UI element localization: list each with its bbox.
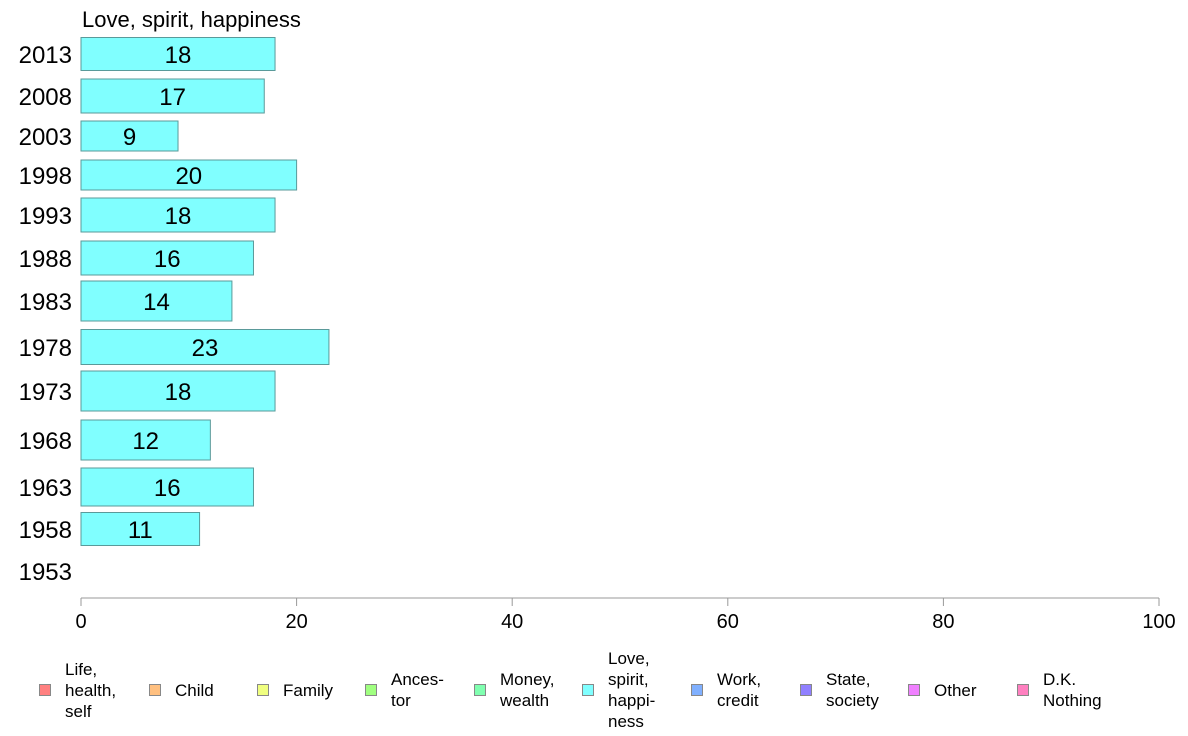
legend-label: D.K. Nothing bbox=[1043, 670, 1102, 710]
bar-value-label-2008: 17 bbox=[159, 84, 186, 111]
year-label-1988: 1988 bbox=[19, 246, 72, 273]
bar-value-label-1993: 18 bbox=[165, 203, 192, 230]
bar-1963 bbox=[80, 467, 254, 507]
bar-value-label-1998: 20 bbox=[175, 163, 202, 190]
x-tick-label-60: 60 bbox=[717, 611, 739, 633]
bar-2003 bbox=[80, 120, 179, 152]
year-label-1998: 1998 bbox=[19, 163, 72, 190]
chart-title: Love, spirit, happiness bbox=[82, 7, 301, 32]
bar-value-label-1968: 12 bbox=[132, 428, 159, 455]
bar-1988 bbox=[80, 240, 254, 276]
legend-label: Family bbox=[283, 680, 334, 700]
bar-1958 bbox=[80, 512, 201, 546]
legend-label: Money, wealth bbox=[500, 670, 555, 710]
legend-swatch bbox=[691, 684, 703, 696]
bar-1998 bbox=[80, 159, 298, 191]
legend-item: Money, wealth bbox=[474, 644, 555, 736]
legend-item: Work, credit bbox=[691, 644, 761, 736]
legend-item: Life, health, self bbox=[39, 644, 116, 736]
year-label-2013: 2013 bbox=[19, 42, 72, 69]
legend-swatch bbox=[365, 684, 377, 696]
legend-swatch bbox=[800, 684, 812, 696]
bar-2013 bbox=[80, 37, 276, 71]
year-label-2003: 2003 bbox=[19, 124, 72, 151]
year-label-1983: 1983 bbox=[19, 289, 72, 316]
x-tick-label-0: 0 bbox=[75, 611, 86, 633]
legend-swatch bbox=[149, 684, 161, 696]
legend-swatch bbox=[474, 684, 486, 696]
year-label-2008: 2008 bbox=[19, 84, 72, 111]
bar-1973 bbox=[80, 370, 276, 412]
legend-item: Ances- tor bbox=[365, 644, 444, 736]
legend-item: Love, spirit, happi- ness bbox=[582, 644, 655, 736]
legend-item: State, society bbox=[800, 644, 879, 736]
legend: Life, health, self Child Family Ances- tor M… bbox=[0, 644, 1188, 736]
bar-1983 bbox=[80, 280, 233, 322]
legend-swatch bbox=[39, 684, 51, 696]
year-label-1978: 1978 bbox=[19, 335, 72, 362]
legend-item: Child bbox=[149, 644, 214, 736]
bar-value-label-1958: 11 bbox=[128, 517, 153, 544]
year-label-1958: 1958 bbox=[19, 517, 72, 544]
legend-item: Family bbox=[257, 644, 333, 736]
legend-label: Life, health, self bbox=[65, 659, 117, 721]
year-labels-group: 2013 2008 2003 1998 1993 1988 1983 1978 1973 1968… bbox=[19, 42, 72, 586]
year-label-1963: 1963 bbox=[19, 475, 72, 502]
legend-label: Ances- tor bbox=[391, 670, 444, 710]
year-label-1973: 1973 bbox=[19, 379, 72, 406]
bar-1968 bbox=[80, 419, 211, 461]
bar-value-label-2013: 18 bbox=[165, 42, 192, 69]
bar-value-label-1978: 23 bbox=[192, 335, 219, 362]
legend-label: Child bbox=[175, 680, 214, 700]
legend-label: State, society bbox=[826, 670, 879, 710]
legend-label: Work, credit bbox=[717, 670, 762, 710]
bar-value-label-1963: 16 bbox=[154, 475, 181, 502]
bar-2008 bbox=[80, 78, 265, 114]
x-tick-label-40: 40 bbox=[501, 611, 523, 633]
bar-value-label-1983: 14 bbox=[143, 289, 170, 316]
legend-swatch bbox=[1017, 684, 1029, 696]
bar-value-label-1973: 18 bbox=[165, 379, 192, 406]
legend-swatch bbox=[908, 684, 920, 696]
legend-swatch bbox=[582, 684, 594, 696]
bar-value-label-1988: 16 bbox=[154, 246, 181, 273]
legend-label: Other bbox=[934, 680, 977, 700]
bar-chart: Love, spirit, happiness 1817920181614231… bbox=[19, 7, 1176, 633]
legend-label: Love, spirit, happi- ness bbox=[608, 649, 656, 731]
year-label-1953: 1953 bbox=[19, 559, 72, 586]
legend-item: Other bbox=[908, 644, 977, 736]
legend-item: D.K. Nothing bbox=[1017, 644, 1102, 736]
year-label-1968: 1968 bbox=[19, 428, 72, 455]
bar-1993 bbox=[80, 197, 276, 233]
bar-1978 bbox=[80, 329, 330, 365]
x-tick-label-80: 80 bbox=[932, 611, 954, 633]
x-tick-label-100: 100 bbox=[1142, 611, 1175, 633]
legend-swatch bbox=[257, 684, 269, 696]
x-axis: 0 20 40 60 80 100 bbox=[75, 597, 1176, 633]
bar-value-label-2003: 9 bbox=[123, 124, 136, 151]
year-label-1993: 1993 bbox=[19, 203, 72, 230]
x-tick-label-20: 20 bbox=[285, 611, 307, 633]
